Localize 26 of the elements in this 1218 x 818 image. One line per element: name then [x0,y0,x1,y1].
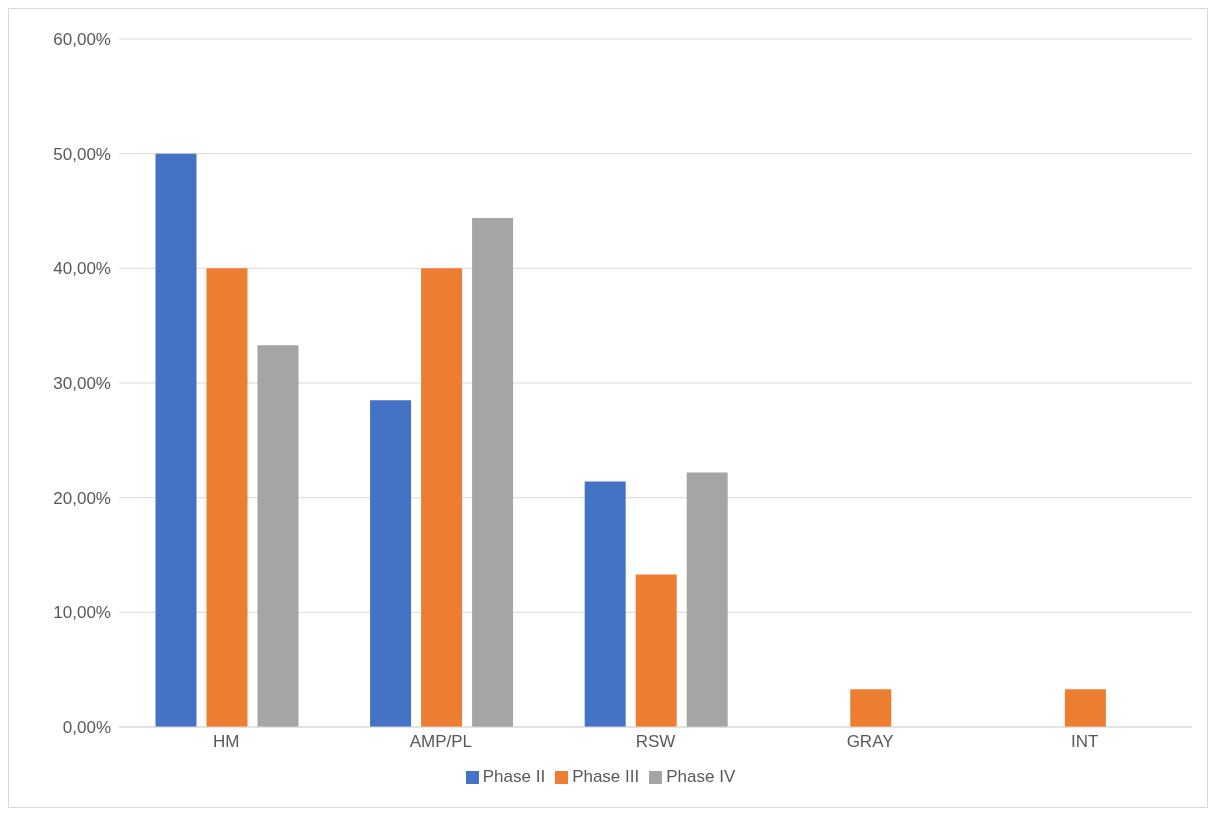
bar [155,153,197,727]
bar [1064,689,1106,727]
bar [257,345,299,727]
x-tick-label: AMP/PL [409,732,473,752]
legend-label: Phase IV [666,767,736,786]
y-tick-label: 40,00% [53,259,111,279]
y-tick-label: 30,00% [53,374,111,394]
y-tick-label: 60,00% [53,30,111,50]
bar [421,268,463,727]
bar [686,472,728,727]
bar [850,689,892,727]
bar [584,481,626,727]
y-tick-label: 0,00% [62,718,111,738]
bar [206,268,248,727]
bar [370,400,412,727]
y-tick-label: 50,00% [53,144,111,164]
legend-label: Phase III [572,767,640,786]
y-tick-label: 20,00% [53,488,111,508]
bar [635,574,677,727]
x-tick-label: RSW [635,732,676,752]
legend-label: Phase II [482,767,546,786]
bar [472,217,514,727]
y-tick-label: 10,00% [53,603,111,623]
x-tick-label: INT [1071,732,1099,752]
x-tick-label: GRAY [846,732,894,752]
x-tick-label: HM [213,732,240,752]
